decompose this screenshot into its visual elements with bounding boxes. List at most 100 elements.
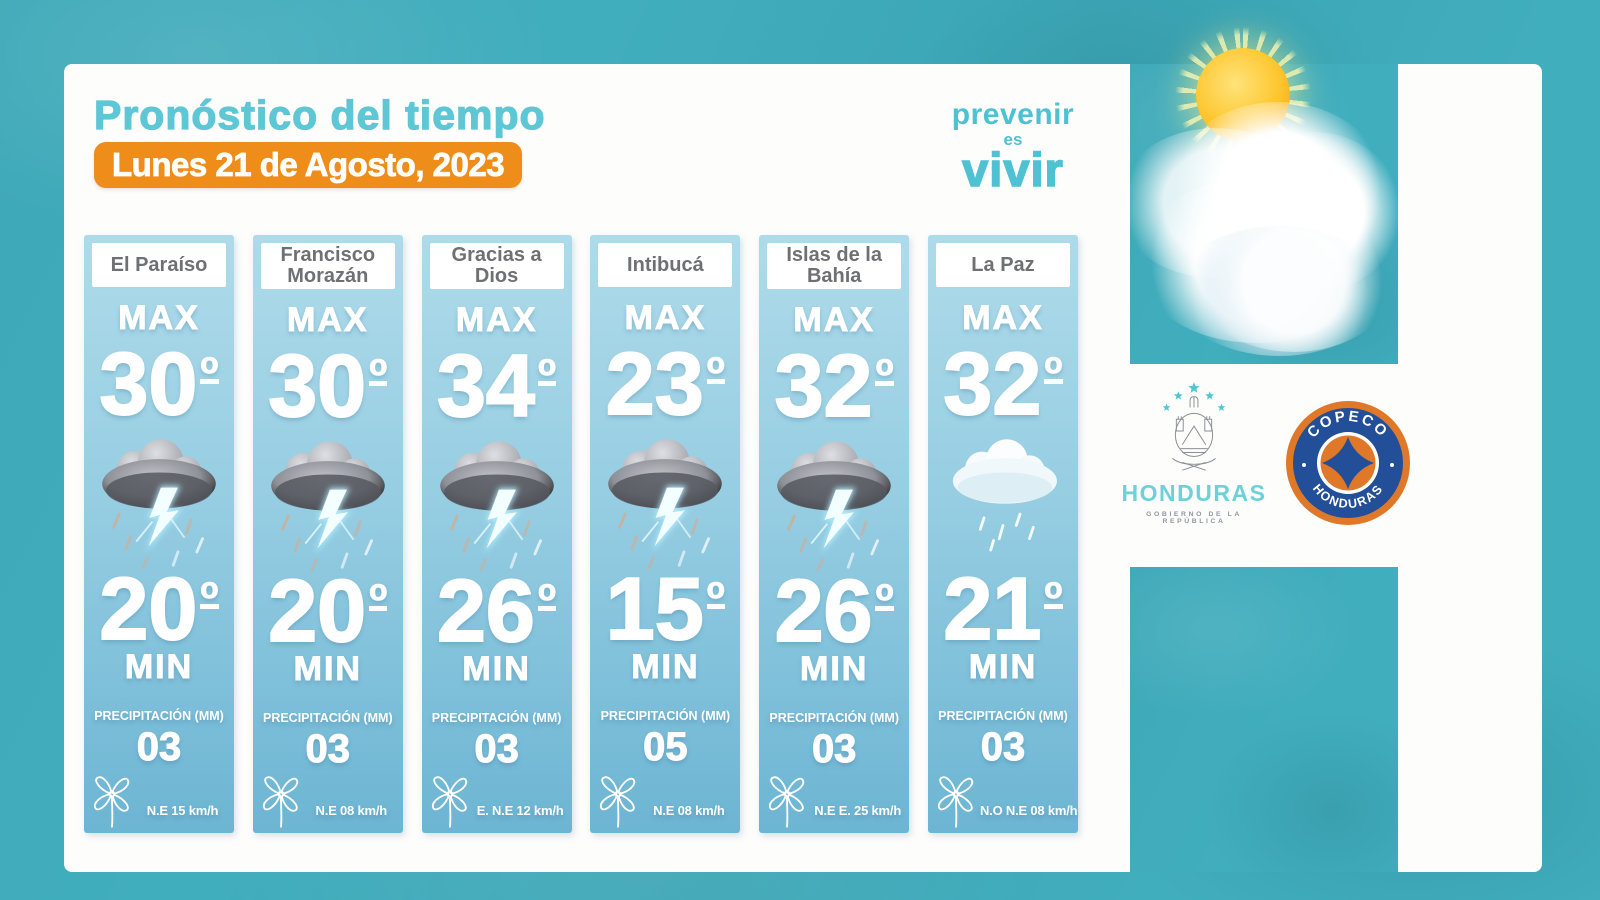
sun-behind-cloud-icon [1116,22,1402,364]
precipitation-label: PRECIPITACIÓN (MM) [94,708,224,723]
forecast-column: Gracias a Dios MAX 34 o [421,235,572,833]
max-value: 32 [774,336,874,435]
region-name: Gracias a Dios [451,244,542,287]
region-name: El Paraíso [110,253,208,276]
degree-symbol-icon: o [875,350,894,386]
storm-cloud-lightning-icon [608,439,723,569]
wind-row: N.E E. 25 km/h [759,769,909,833]
min-label: MIN [800,649,869,688]
wind-row: N.E 08 km/h [253,769,403,833]
region-name: La Paz [971,253,1035,276]
degree-symbol-icon: o [706,348,726,384]
region-name-box: Islas de la Bahía [767,243,902,289]
max-label: MAX [287,301,369,340]
degree-symbol-icon: o [200,573,219,609]
min-temperature: 20 o [98,563,219,653]
wind-row: N.E 15 km/h [84,769,234,833]
weather-icon [89,427,229,569]
degree-symbol-icon: o [537,575,557,611]
region-name: Francisco Morazán [280,244,376,287]
storm-cloud-lightning-icon [270,441,385,571]
precipitation-value: 03 [136,724,182,769]
wind-text: N.O N.E 08 km/h [979,803,1078,818]
weather-icon [933,427,1073,569]
max-temperature: 30 o [267,341,388,431]
precipitation-label: PRECIPITACIÓN (MM) [262,710,393,725]
slogan-line-3: vivir [961,142,1064,197]
degree-symbol-icon: o [369,575,388,611]
max-temperature: 30 o [98,339,219,429]
max-temperature: 34 o [436,341,557,431]
max-label: MAX [118,299,200,338]
precipitation-label: PRECIPITACIÓN (MM) [769,710,899,725]
degree-symbol-icon: o [369,350,388,386]
min-temperature: 26 o [774,565,895,655]
min-value: 21 [942,558,1042,658]
precipitation-value: 05 [643,724,688,769]
min-value: 15 [605,558,705,658]
max-temperature: 32 o [774,341,895,431]
pinwheel-icon [93,776,130,828]
region-name-box: Gracias a Dios [429,243,564,289]
precipitation-value: 03 [474,726,519,771]
page-title: Pronóstico del tiempo [93,91,546,138]
max-value: 23 [605,334,705,433]
wind-row: E. N.E 12 km/h [422,769,572,833]
min-label: MIN [293,649,362,688]
max-value: 34 [436,336,536,435]
pinwheel-icon [937,776,974,828]
wind-text: N.E 15 km/h [146,803,219,818]
max-temperature: 32 o [942,339,1063,429]
pinwheel-icon [262,776,298,828]
honduras-logo-subtitle: GOBIERNO DE LA REPÚBLICA [1146,511,1242,525]
precipitation-label: PRECIPITACIÓN (MM) [938,708,1068,723]
max-value: 30 [267,336,367,435]
forecast-column: El Paraíso MAX 30 o [84,235,234,833]
max-value: 32 [942,334,1042,433]
precipitation-label: PRECIPITACIÓN (MM) [600,708,731,723]
forecast-column: Francisco Morazán MAX 30 o [252,235,403,833]
precipitation-value: 03 [980,724,1026,769]
region-name-box: Intibucá [598,243,733,287]
copeco-seal-icon: COPECO HONDURAS [1286,401,1410,525]
slogan-line-2: es [1003,130,1023,149]
honduras-logo-text: HONDURAS [1121,480,1267,506]
max-label: MAX [624,299,707,338]
min-value: 26 [774,560,874,660]
region-name: Intibucá [627,253,704,276]
max-label: MAX [962,299,1044,338]
region-name-box: Francisco Morazán [260,243,395,289]
wind-text: E. N.E 12 km/h [476,803,564,818]
weather-icon [427,429,567,571]
degree-symbol-icon: o [875,575,894,611]
date-banner: Lunes 21 de Agosto, 2023 [94,142,523,188]
degree-symbol-icon: o [200,348,219,384]
max-temperature: 23 o [605,339,726,429]
min-temperature: 15 o [605,563,726,653]
pinwheel-icon [600,776,636,828]
pinwheel-icon [769,776,805,828]
wind-text: N.E 08 km/h [315,803,388,818]
wind-row: N.O N.E 08 km/h [928,769,1078,833]
min-label: MIN [462,649,531,688]
region-name-box: La Paz [935,243,1070,287]
storm-cloud-lightning-icon [439,441,554,571]
weather-icon [595,427,735,569]
honduras-government-logo: HONDURAS GOBIERNO DE LA REPÚBLICA [1118,380,1270,525]
degree-symbol-icon: o [1044,573,1063,609]
weather-icon [764,429,904,571]
degree-symbol-icon: o [537,350,557,386]
pinwheel-icon [431,776,467,828]
honduras-coat-of-arms-icon [1162,382,1226,471]
min-label: MIN [631,647,700,686]
forecast-columns: El Paraíso MAX 30 o [84,235,1078,833]
precipitation-value: 03 [811,726,857,771]
min-value: 20 [267,560,367,660]
copeco-logo: COPECO HONDURAS [1284,399,1412,527]
min-temperature: 21 o [942,563,1063,653]
forecast-column: Islas de la Bahía MAX 32 o [759,235,910,833]
min-temperature: 20 o [267,565,388,655]
max-label: MAX [793,301,875,340]
storm-cloud-lightning-icon [102,439,216,569]
precipitation-value: 03 [305,726,351,771]
